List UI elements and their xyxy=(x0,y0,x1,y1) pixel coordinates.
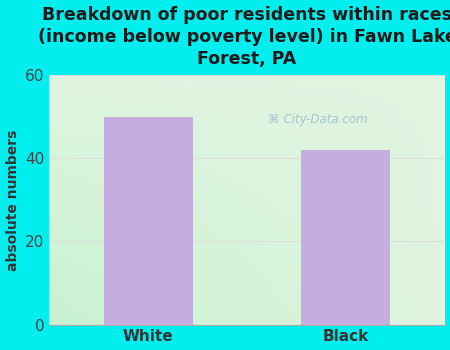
Bar xyxy=(301,150,390,324)
Text: ⌘ City-Data.com: ⌘ City-Data.com xyxy=(268,113,368,126)
Y-axis label: absolute numbers: absolute numbers xyxy=(5,129,19,271)
Title: Breakdown of poor residents within races
(income below poverty level) in Fawn La: Breakdown of poor residents within races… xyxy=(37,6,450,68)
Bar xyxy=(104,117,193,324)
